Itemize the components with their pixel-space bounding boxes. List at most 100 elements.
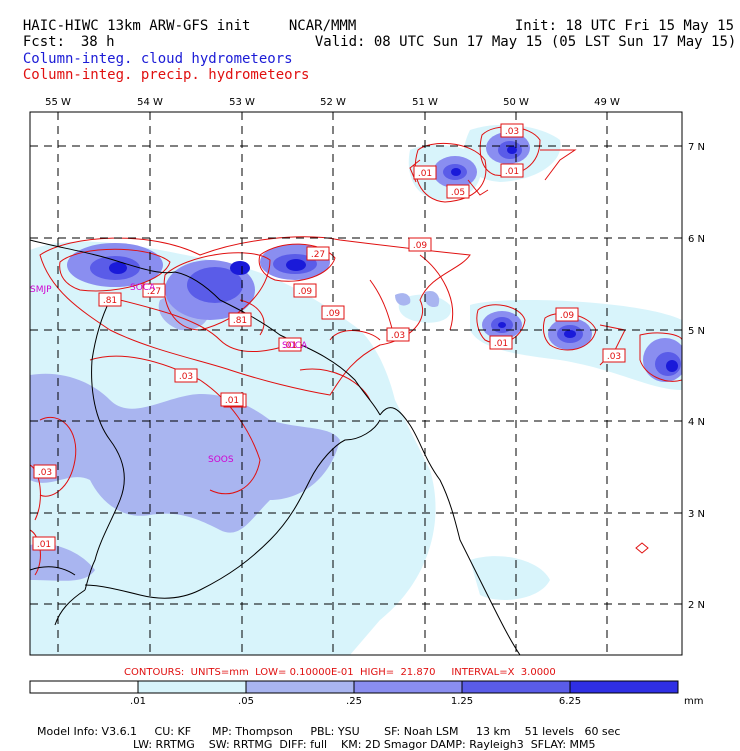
lon-label: 49 W	[594, 97, 620, 108]
contour-label: .01	[278, 337, 302, 352]
color-bar-segment	[137, 680, 247, 694]
institution-label: NCAR/MMM	[288, 18, 357, 34]
lat-label: 4 N	[688, 417, 705, 428]
contour-label: .05	[446, 184, 470, 199]
contour-label-text: .09	[326, 309, 341, 319]
contour-label: .09	[408, 237, 432, 252]
lat-label: 6 N	[688, 234, 705, 245]
lat-lon-grid	[30, 112, 682, 655]
contour-label: .01	[500, 163, 524, 178]
level-label: 6.25	[559, 696, 581, 707]
contour-label: .09	[293, 283, 317, 298]
field-cloud-title: Column-integ. cloud hydrometeors	[22, 51, 293, 67]
station-label: SOCA	[130, 283, 156, 293]
contour-label-text: .03	[607, 352, 621, 362]
contour-labels: .01 .05 .03 .01 .09 .81 .27 .81 .27 .09 .09 .01 .03.…	[32, 123, 626, 551]
lon-label: 50 W	[503, 97, 529, 108]
level-label: .05	[238, 696, 254, 707]
cloud-fill-light	[470, 556, 550, 600]
contour-label-text: .01	[494, 339, 508, 349]
contour-label-text: .27	[311, 250, 325, 260]
lon-label: 54 W	[137, 97, 163, 108]
init-time: Init: 18 UTC Fri 15 May 15	[514, 18, 735, 34]
storm-cell	[433, 156, 477, 188]
lon-label: 51 W	[412, 97, 438, 108]
coastline	[30, 239, 521, 655]
lon-label: 55 W	[45, 97, 71, 108]
station-label: SOCA	[282, 341, 308, 351]
contour-label-text: .09	[560, 311, 575, 321]
storm-cell	[482, 311, 522, 339]
fcst-value: 38 h	[80, 34, 115, 50]
contour-label: .03	[386, 327, 410, 342]
color-bar-segment	[29, 680, 139, 694]
contour-label: .09	[555, 307, 579, 322]
lon-label: 52 W	[320, 97, 346, 108]
color-bar	[29, 680, 679, 694]
cloud-fill-medium	[395, 293, 411, 306]
contour-label: .27	[142, 283, 166, 298]
station-label: SMJP	[30, 285, 52, 295]
cloud-fill-medium	[424, 290, 440, 308]
contour-label-text: .27	[147, 287, 161, 297]
color-bar-segment	[569, 680, 679, 694]
color-bar-segment	[461, 680, 571, 694]
contour-label: .27	[306, 246, 330, 261]
cloud-fill-medium	[30, 543, 95, 581]
lat-label: 3 N	[688, 509, 705, 520]
storm-cell	[165, 260, 255, 320]
contour-label-text: .81	[103, 296, 117, 306]
contour-label: .03	[500, 123, 524, 138]
contour-label-text: .01	[505, 167, 519, 177]
lon-label: 53 W	[229, 97, 255, 108]
lat-label: 7 N	[688, 142, 705, 153]
contour-label-text: .09	[298, 287, 313, 297]
contour-label: .01	[413, 165, 437, 180]
contour-label-text: .03	[179, 372, 193, 382]
contour-label: .01	[32, 536, 56, 551]
contour-label: .03	[174, 368, 198, 383]
model-title: HAIC-HIWC 13km ARW-GFS init	[22, 18, 251, 34]
contour-label-text: .03	[505, 127, 519, 137]
storm-cell	[260, 244, 330, 280]
color-bar-labels: .01 .05 .25 1.25 6.25 mm	[130, 696, 703, 707]
level-label: .01	[130, 696, 146, 707]
contour-label: .81	[228, 312, 252, 327]
contour-label-text: .03	[38, 468, 52, 478]
station-labels: SMJP SOCA SOOS SOCA	[30, 283, 308, 465]
map-field: .01 .05 .03 .01 .09 .81 .27 .81 .27 .09 .09 .01 .03.…	[30, 112, 682, 655]
contour-label: .81	[98, 292, 122, 307]
level-label: 1.25	[451, 696, 473, 707]
level-label: .25	[346, 696, 362, 707]
contour-label: .03	[33, 464, 57, 479]
lat-label: 2 N	[688, 600, 705, 611]
cloud-fill-medium	[30, 373, 340, 533]
contour-label-text: .01	[418, 169, 432, 179]
contour-label-text: .09	[413, 241, 428, 251]
valid-time: Valid: 08 UTC Sun 17 May 15 (05 LST Sun …	[314, 34, 737, 50]
contour-label: .09	[321, 305, 345, 320]
contours-info: CONTOURS: UNITS=mm LOW= 0.10000E-01 HIGH…	[124, 667, 556, 678]
contour-label: .01	[220, 392, 244, 407]
model-info-line1: Model Info: V3.6.1 CU: KF MP: Thompson P…	[37, 725, 621, 738]
axis-ticks	[57, 112, 682, 605]
contour-label-text: .05	[451, 188, 465, 198]
latitude-labels: 7 N 6 N 5 N 4 N 3 N 2 N	[688, 142, 705, 611]
field-precip-title: Column-integ. precip. hydrometeors	[22, 67, 310, 83]
contour-label: .01	[489, 335, 513, 350]
color-bar-segment	[353, 680, 463, 694]
station-label: SOOS	[208, 455, 234, 465]
longitude-labels: 55 W 54 W 53 W 52 W 51 W 50 W 49 W	[45, 97, 620, 108]
color-bar-segment	[245, 680, 355, 694]
units-label: mm	[684, 696, 703, 707]
contour-label-text: .01	[37, 540, 51, 550]
map-frame	[29, 111, 683, 656]
contour-label-text: .01	[283, 341, 297, 351]
lat-label: 5 N	[688, 326, 705, 337]
contour-label-text: .03	[391, 331, 405, 341]
contour-label: .03	[602, 348, 626, 363]
contour-label-text: .01	[225, 396, 239, 406]
storm-cell	[643, 338, 682, 382]
contour-label-text: .81	[233, 316, 247, 326]
